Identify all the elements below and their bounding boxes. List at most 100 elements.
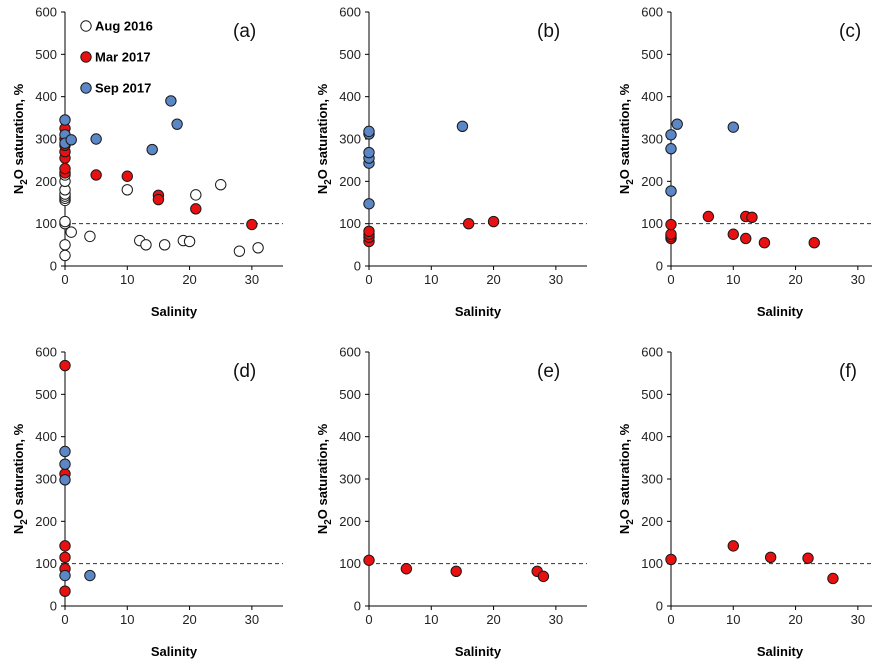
data-point-mar-2017 xyxy=(450,565,462,577)
x-tick-label: 30 xyxy=(245,612,259,627)
y-tick-label: 100 xyxy=(641,216,663,231)
x-tick-label: 20 xyxy=(788,612,802,627)
y-axis-title-part: O saturation, % xyxy=(617,423,632,519)
y-axis-title: N2O saturation, % xyxy=(617,423,636,534)
y-tick-label: 400 xyxy=(339,429,361,444)
x-tick-label: 30 xyxy=(549,612,563,627)
data-point-sep-2017 xyxy=(727,121,739,133)
data-point-sep-2017 xyxy=(363,125,375,138)
data-point-sep-2017 xyxy=(59,114,71,126)
x-axis-title: Salinity xyxy=(151,644,198,659)
y-tick-label: 0 xyxy=(656,599,663,614)
data-point-sep-2017 xyxy=(363,198,375,210)
scatter-panel-d: 0 100 200 300 400 500 600 0 10 20 30 Salinity N2O sa… xyxy=(11,345,283,659)
data-point-aug-2016 xyxy=(158,239,171,251)
y-tick-label: 200 xyxy=(339,514,361,529)
y-tick-label: 400 xyxy=(35,429,57,444)
panel-label: (e) xyxy=(537,361,560,382)
y-tick-label: 400 xyxy=(339,89,361,104)
data-point-mar-2017 xyxy=(246,218,258,231)
data-point-mar-2017 xyxy=(121,170,133,182)
y-tick-label: 300 xyxy=(641,472,663,487)
data-point-sep-2017 xyxy=(90,133,102,145)
scatter-panel-a: 0 100 200 300 400 500 600 0 10 20 30 Salinity N2O sa… xyxy=(11,5,283,319)
data-point-sep-2017 xyxy=(363,146,375,159)
x-tick-label: 10 xyxy=(120,612,134,627)
data-point-mar-2017 xyxy=(802,552,814,564)
y-tick-label: 100 xyxy=(339,216,361,231)
data-point-mar-2017 xyxy=(665,218,677,231)
legend-label: Sep 2017 xyxy=(95,81,151,96)
scatter-panel-e: 0 100 200 300 400 500 600 0 10 20 30 Salinity N2O sa… xyxy=(315,345,587,659)
data-point-aug-2016 xyxy=(252,242,264,254)
y-tick-label: 600 xyxy=(339,345,361,360)
y-axis-title-subscript: 2 xyxy=(19,179,30,185)
data-point-aug-2016 xyxy=(140,239,152,251)
x-tick-label: 10 xyxy=(726,272,740,287)
x-axis-title: Salinity xyxy=(151,304,198,319)
data-point-mar-2017 xyxy=(665,553,677,566)
data-point-aug-2016 xyxy=(183,235,196,248)
data-point-mar-2017 xyxy=(59,162,71,175)
x-tick-label: 0 xyxy=(667,612,674,627)
y-axis-title-part: N xyxy=(315,525,330,534)
x-axis-title: Salinity xyxy=(455,304,502,319)
y-tick-label: 100 xyxy=(339,556,361,571)
data-point-sep-2017 xyxy=(146,143,158,156)
data-point-mar-2017 xyxy=(190,203,202,215)
x-tick-label: 30 xyxy=(851,272,865,287)
y-tick-label: 400 xyxy=(641,89,663,104)
y-axis-title: N2O saturation, % xyxy=(617,83,636,194)
data-point-aug-2016 xyxy=(59,249,71,262)
y-axis-title-part: O saturation, % xyxy=(315,83,330,179)
panel-label: (c) xyxy=(839,21,861,42)
y-axis-title-subscript: 2 xyxy=(625,519,636,525)
y-axis-title: N2O saturation, % xyxy=(315,423,334,534)
data-point-sep-2017 xyxy=(671,118,683,130)
y-tick-label: 500 xyxy=(641,47,663,62)
x-tick-label: 20 xyxy=(486,272,500,287)
data-point-sep-2017 xyxy=(59,474,71,486)
y-tick-label: 0 xyxy=(50,259,57,274)
y-tick-label: 0 xyxy=(354,259,361,274)
data-point-sep-2017 xyxy=(59,445,71,458)
x-tick-label: 0 xyxy=(365,612,372,627)
y-tick-label: 200 xyxy=(35,514,57,529)
data-point-sep-2017 xyxy=(165,95,177,107)
legend-label: Mar 2017 xyxy=(95,50,151,65)
y-tick-label: 200 xyxy=(641,174,663,189)
data-point-aug-2016 xyxy=(65,226,77,238)
data-point-mar-2017 xyxy=(727,540,739,552)
x-tick-label: 20 xyxy=(486,612,500,627)
data-point-mar-2017 xyxy=(363,225,375,237)
y-tick-label: 400 xyxy=(641,429,663,444)
y-axis-title-part: O saturation, % xyxy=(617,83,632,179)
x-tick-label: 20 xyxy=(788,272,802,287)
data-point-mar-2017 xyxy=(487,215,500,228)
data-point-mar-2017 xyxy=(702,210,715,223)
legend-marker-aug-2016 xyxy=(80,20,92,32)
data-point-sep-2017 xyxy=(171,118,183,130)
y-axis-title-part: O saturation, % xyxy=(315,423,330,519)
x-tick-label: 10 xyxy=(424,612,438,627)
y-tick-label: 200 xyxy=(641,514,663,529)
x-tick-label: 20 xyxy=(182,612,196,627)
data-point-aug-2016 xyxy=(84,230,96,243)
legend-marker-mar-2017 xyxy=(80,51,92,63)
data-point-sep-2017 xyxy=(665,185,677,197)
y-axis-title-part: O saturation, % xyxy=(11,83,26,179)
y-axis-title-subscript: 2 xyxy=(625,179,636,185)
x-tick-label: 0 xyxy=(365,272,372,287)
y-tick-label: 600 xyxy=(35,5,57,20)
data-point-sep-2017 xyxy=(456,120,469,133)
x-tick-label: 30 xyxy=(245,272,259,287)
data-point-mar-2017 xyxy=(758,237,771,249)
y-tick-label: 100 xyxy=(35,556,57,571)
data-point-aug-2016 xyxy=(59,215,71,228)
data-point-sep-2017 xyxy=(84,569,96,582)
data-point-mar-2017 xyxy=(827,572,839,585)
data-point-aug-2016 xyxy=(233,245,246,257)
y-tick-label: 0 xyxy=(656,259,663,274)
panel-label: (d) xyxy=(233,361,256,382)
